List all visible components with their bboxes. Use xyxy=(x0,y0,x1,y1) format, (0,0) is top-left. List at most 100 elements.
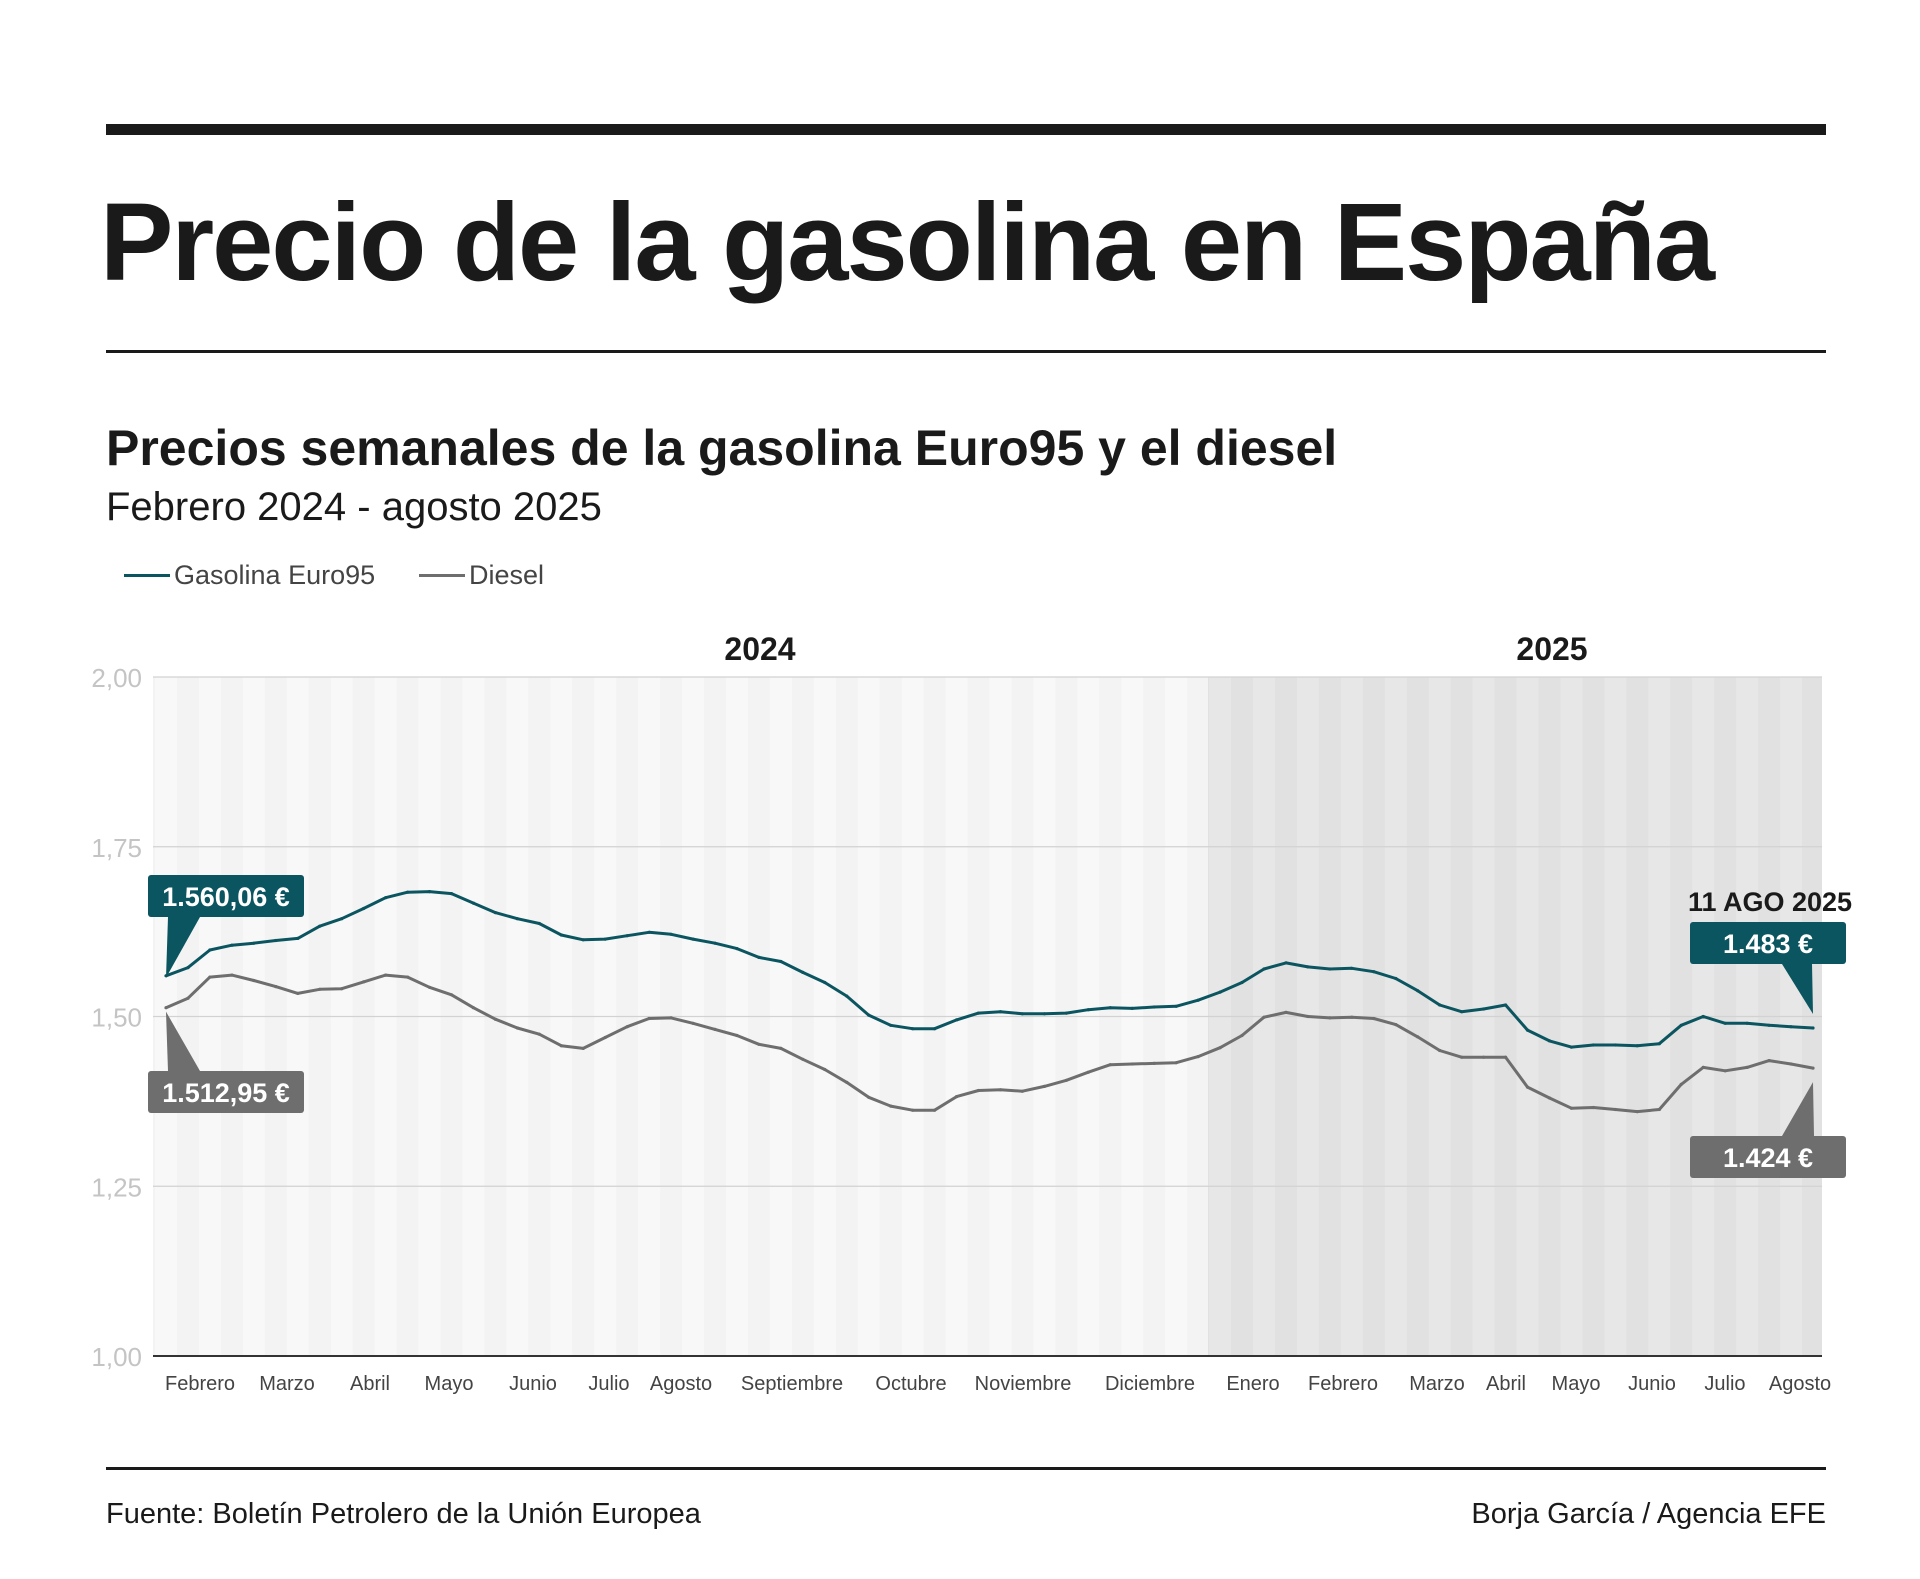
gasolina-point xyxy=(1262,967,1266,971)
diesel-point xyxy=(955,1095,959,1099)
diesel-point xyxy=(1064,1078,1068,1082)
diesel-point xyxy=(384,973,388,977)
gasolina-point xyxy=(1240,980,1244,985)
diesel-point xyxy=(625,1025,629,1029)
diesel-point xyxy=(1811,1066,1815,1070)
gasolina-point xyxy=(1416,989,1420,993)
x-tick-label: Mayo xyxy=(425,1373,474,1395)
diesel-point xyxy=(669,1016,673,1020)
diesel-point xyxy=(1416,1035,1420,1039)
diesel-point xyxy=(1174,1061,1178,1065)
gasolina-point xyxy=(1284,961,1288,965)
diesel-point xyxy=(427,985,432,989)
x-tick-label: Febrero xyxy=(1308,1373,1378,1395)
diesel-point xyxy=(1196,1055,1200,1059)
gasolina-point xyxy=(1438,1003,1442,1007)
diesel-point xyxy=(1438,1048,1442,1053)
diesel-point xyxy=(1108,1063,1112,1067)
gasolina-point xyxy=(186,966,190,970)
gasolina-end-label-pointer xyxy=(1782,964,1813,1015)
gasolina-point xyxy=(1613,1043,1617,1047)
gasolina-point xyxy=(713,941,717,945)
gasolina-point xyxy=(1350,966,1354,970)
gasolina-point xyxy=(1086,1008,1090,1012)
page-title: Precio de la gasolina en España xyxy=(100,181,1715,304)
gasolina-point xyxy=(933,1027,937,1031)
gasolina-point xyxy=(1723,1021,1727,1025)
diesel-point xyxy=(1328,1016,1332,1020)
diesel-point xyxy=(471,1006,475,1010)
diesel-end-label-pointer xyxy=(1782,1082,1814,1136)
x-tick-label: Mayo xyxy=(1552,1373,1601,1395)
diesel-point xyxy=(406,975,410,979)
diesel-point xyxy=(1569,1106,1573,1110)
legend-item-gasolina: Gasolina Euro95 xyxy=(124,560,375,591)
end-date-label: 11 AGO 2025 xyxy=(1688,887,1852,917)
diesel-point xyxy=(1613,1107,1617,1112)
diesel-point xyxy=(647,1016,651,1021)
diesel-point xyxy=(1482,1055,1486,1059)
x-tick-label: Agosto xyxy=(650,1373,712,1395)
diesel-point xyxy=(1745,1065,1749,1069)
diesel-point xyxy=(1284,1010,1288,1015)
x-tick-label: Julio xyxy=(1704,1373,1745,1395)
gasolina-point xyxy=(1130,1006,1134,1011)
gasolina-point xyxy=(1525,1028,1530,1032)
gasolina-point xyxy=(208,948,212,952)
year-label: 2025 xyxy=(1516,631,1587,667)
diesel-point xyxy=(1394,1023,1398,1027)
diesel-point xyxy=(889,1104,893,1108)
gasolina-point xyxy=(252,941,256,945)
gasolina-point xyxy=(779,959,783,964)
gasolina-point xyxy=(1701,1014,1705,1019)
x-tick-label: Junio xyxy=(1628,1373,1676,1395)
diesel-point xyxy=(1679,1082,1683,1086)
gasolina-point xyxy=(1460,1010,1464,1014)
gasolina-point xyxy=(296,936,300,941)
gasolina-point xyxy=(1482,1007,1486,1011)
source-note: Fuente: Boletín Petrolero de la Unión Eu… xyxy=(106,1498,701,1530)
gasolina-point xyxy=(1152,1005,1156,1009)
diesel-point xyxy=(1152,1061,1156,1065)
x-tick-label: Diciembre xyxy=(1105,1373,1195,1395)
diesel-point xyxy=(1460,1055,1464,1059)
diesel-point xyxy=(230,973,234,977)
diesel-point xyxy=(493,1017,497,1021)
gasolina-point xyxy=(823,980,827,985)
diesel-end-label-text: 1.424 € xyxy=(1723,1143,1813,1173)
diesel-point xyxy=(208,975,212,979)
gasolina-point xyxy=(449,892,454,896)
diesel-point xyxy=(1723,1069,1727,1073)
diesel-point xyxy=(911,1108,915,1112)
diesel-point xyxy=(1525,1085,1530,1089)
y-tick-label: 1,00 xyxy=(91,1342,142,1372)
diesel-point xyxy=(449,993,454,997)
gasolina-point xyxy=(1064,1011,1068,1015)
diesel-point xyxy=(1504,1055,1508,1059)
gasolina-point xyxy=(1679,1023,1683,1027)
diesel-point xyxy=(164,1006,168,1010)
gasolina-point xyxy=(1108,1006,1112,1010)
gasolina-point xyxy=(1218,990,1222,994)
diesel-point xyxy=(713,1027,717,1031)
diesel-point xyxy=(1218,1046,1222,1050)
y-tick-label: 1,25 xyxy=(91,1172,142,1202)
gasolina-point xyxy=(845,994,849,998)
gasolina-point xyxy=(340,917,344,921)
gasolina-point xyxy=(274,938,278,943)
gasolina-point xyxy=(384,896,388,900)
gasolina-point xyxy=(625,934,629,938)
x-tick-label: Abril xyxy=(1486,1373,1526,1395)
gasolina-point xyxy=(911,1027,915,1031)
diesel-point xyxy=(340,987,344,991)
diesel-point xyxy=(296,991,300,996)
diesel-point xyxy=(1262,1015,1266,1019)
diesel-point xyxy=(998,1088,1003,1092)
diesel-start-label-box xyxy=(148,1071,304,1113)
diesel-point xyxy=(823,1067,827,1072)
diesel-point xyxy=(318,987,322,991)
diesel-point xyxy=(735,1033,739,1038)
diesel-point xyxy=(274,985,278,989)
y-tick-label: 1,75 xyxy=(91,833,142,863)
